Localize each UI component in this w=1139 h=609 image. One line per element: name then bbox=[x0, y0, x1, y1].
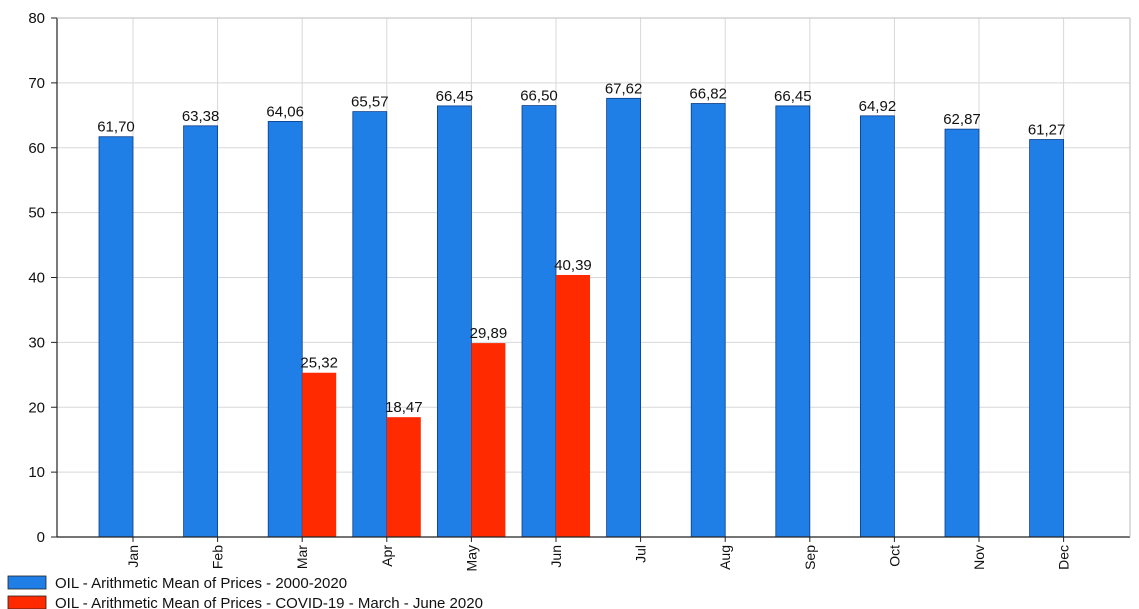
data-label: 66,45 bbox=[774, 88, 812, 105]
data-label: 18,47 bbox=[385, 399, 423, 416]
legend-label: OIL - Arithmetic Mean of Prices - 2000-2… bbox=[55, 575, 347, 592]
bar-mean-2000-2020 bbox=[436, 105, 472, 538]
legend-swatch bbox=[7, 595, 47, 609]
y-tick-label: 50 bbox=[28, 205, 45, 222]
legend: OIL - Arithmetic Mean of Prices - 2000-2… bbox=[7, 575, 483, 609]
axes: 0 10 20 30 40 50 60 70 80 Jan Feb Mar Apr May Jun Jul Au… bbox=[28, 10, 1131, 571]
bar-covid-2020 bbox=[386, 417, 421, 537]
data-label: 29,89 bbox=[470, 325, 508, 342]
x-tick-label: Mar bbox=[294, 545, 310, 569]
legend-swatch bbox=[7, 575, 47, 590]
data-label: 62,87 bbox=[943, 111, 981, 128]
data-label: 64,92 bbox=[859, 98, 897, 115]
bars bbox=[98, 97, 1064, 538]
data-label: 61,27 bbox=[1028, 122, 1066, 139]
y-tick-label: 20 bbox=[28, 399, 45, 416]
bar-mean-2000-2020 bbox=[183, 125, 219, 538]
data-label: 65,57 bbox=[351, 94, 389, 111]
data-label: 25,32 bbox=[300, 355, 338, 372]
bar-mean-2000-2020 bbox=[521, 105, 557, 538]
data-label: 66,50 bbox=[520, 88, 558, 105]
x-tick-label: Nov bbox=[971, 545, 987, 570]
bar-mean-2000-2020 bbox=[944, 128, 980, 538]
bar-mean-2000-2020 bbox=[606, 97, 641, 538]
bar-mean-2000-2020 bbox=[352, 111, 388, 538]
data-label: 64,06 bbox=[266, 103, 304, 120]
x-tick-label: Apr bbox=[379, 545, 395, 567]
data-label: 66,45 bbox=[436, 88, 474, 105]
x-tick-label: Sep bbox=[802, 545, 818, 570]
bar-covid-2020 bbox=[471, 343, 506, 537]
x-tick-label: Aug bbox=[717, 545, 733, 570]
y-tick-label: 60 bbox=[28, 140, 45, 157]
x-tick-label: Feb bbox=[210, 545, 226, 569]
data-label: 63,38 bbox=[182, 108, 220, 125]
data-label: 40,39 bbox=[554, 257, 592, 274]
bar-mean-2000-2020 bbox=[1029, 139, 1064, 538]
y-tick-label: 30 bbox=[28, 334, 45, 351]
data-label: 61,70 bbox=[97, 119, 135, 136]
bar-mean-2000-2020 bbox=[775, 105, 811, 538]
data-label: 66,82 bbox=[689, 86, 727, 103]
y-tick-label: 0 bbox=[37, 529, 45, 546]
legend-label: OIL - Arithmetic Mean of Prices - COVID-… bbox=[55, 595, 483, 609]
y-tick-label: 10 bbox=[28, 464, 45, 481]
bar-covid-2020 bbox=[556, 274, 590, 537]
x-tick-label: Jun bbox=[548, 545, 564, 568]
x-tick-label: Dec bbox=[1056, 545, 1072, 570]
x-tick-label: Jan bbox=[125, 545, 141, 568]
x-tick-label: May bbox=[463, 545, 479, 571]
data-label: 67,62 bbox=[605, 80, 643, 97]
y-tick-label: 80 bbox=[28, 10, 45, 27]
x-tick-label: Jul bbox=[633, 545, 649, 563]
bar-mean-2000-2020 bbox=[98, 136, 134, 538]
bar-mean-2000-2020 bbox=[690, 103, 726, 538]
x-tick-label: Oct bbox=[886, 545, 902, 567]
y-tick-label: 70 bbox=[28, 75, 45, 92]
bar-mean-2000-2020 bbox=[267, 121, 303, 538]
y-tick-label: 40 bbox=[28, 270, 45, 287]
bar-mean-2000-2020 bbox=[860, 115, 895, 538]
data-labels: 61,70 63,38 64,06 65,57 66,45 66,50 67,62 66,82… bbox=[97, 80, 1065, 416]
bar-covid-2020 bbox=[302, 372, 337, 537]
